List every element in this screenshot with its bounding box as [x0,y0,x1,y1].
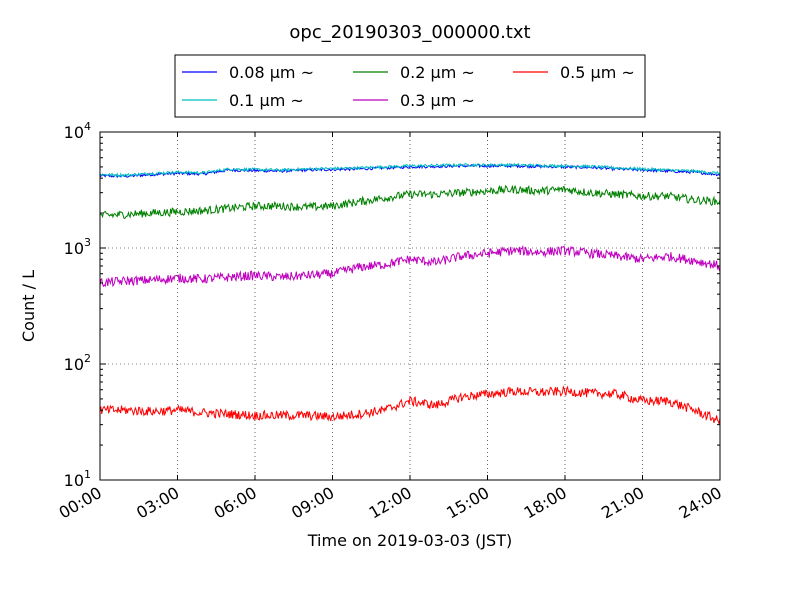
y-tick-label: 10 4 [64,120,91,142]
y-tick-label: 10 1 [64,468,91,490]
series-group [99,162,721,424]
legend-label: 0.08 μm ~ [229,63,314,82]
legend-item: 0.5 μm ~ [513,63,635,82]
legend-label: 0.1 μm ~ [229,91,304,110]
series-line [99,244,721,288]
x-tick-label: 03:00 [133,483,182,523]
legend-frame [174,54,646,118]
y-tick-exponent: 4 [84,120,91,133]
y-tick-base: 10 [64,123,84,142]
y-tick-base: 10 [64,239,84,258]
y-tick-label: 10 2 [64,352,91,374]
y-tick-exponent: 1 [84,468,91,481]
legend: 0.08 μm ~ 0.1 μm ~ 0.2 μm ~ 0.3 μm ~ 0.5 μm … [174,54,646,118]
x-tick-label: 21:00 [598,483,647,523]
legend-item: 0.2 μm ~ [353,63,475,82]
grid [100,132,720,480]
y-tick-label: 10 3 [64,236,91,258]
x-tick-label: 09:00 [288,483,337,523]
chart-title: opc_20190303_000000.txt [289,22,530,43]
series-line [99,385,721,424]
x-tick-label: 18:00 [521,483,570,523]
legend-item: 0.3 μm ~ [353,91,475,110]
plot-area [100,132,720,480]
x-tick-labels: 00:00 03:00 06:00 09:00 12:00 15:00 18:00 21:00… [56,483,725,523]
x-axis-label: Time on 2019-03-03 (JST) [307,531,512,550]
legend-label: 0.2 μm ~ [400,63,475,82]
x-tick-label: 06:00 [211,483,260,523]
x-tick-label: 15:00 [443,483,492,523]
legend-label: 0.5 μm ~ [560,63,635,82]
x-tick-label: 12:00 [366,483,415,523]
ticks [99,131,721,481]
x-tick-label: 24:00 [676,483,725,523]
legend-item: 0.08 μm ~ [182,63,314,82]
series-line [99,184,721,220]
y-tick-base: 10 [64,355,84,374]
y-axis-label: Count / L [19,270,38,342]
y-tick-exponent: 3 [84,236,91,249]
legend-item: 0.1 μm ~ [182,91,304,110]
y-tick-exponent: 2 [84,352,91,365]
y-tick-base: 10 [64,471,84,490]
legend-label: 0.3 μm ~ [400,91,475,110]
series-line [99,162,721,178]
